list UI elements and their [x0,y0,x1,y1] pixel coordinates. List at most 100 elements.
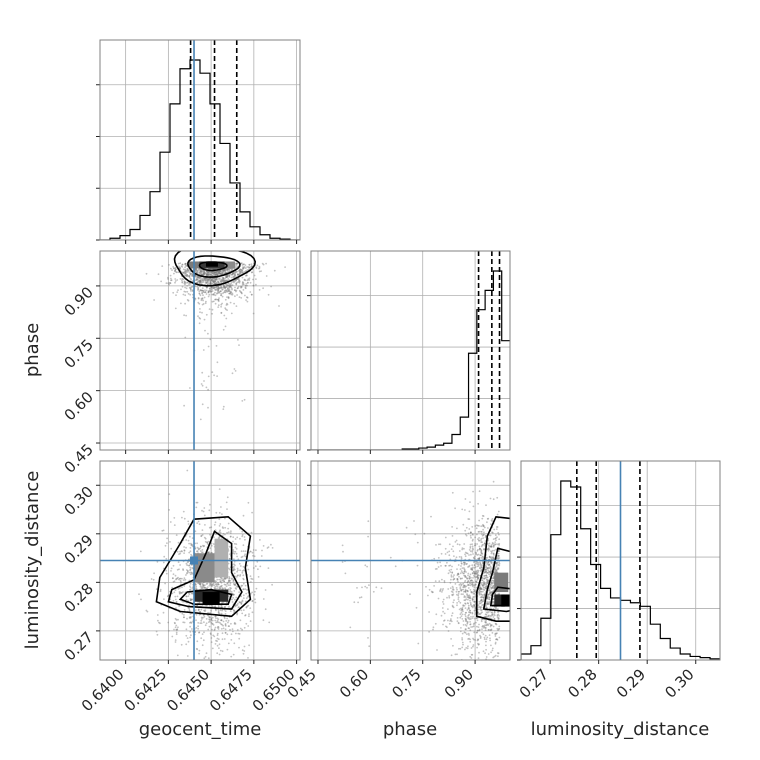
panel-luminosity-distance-vs-phase-point-71 [470,653,473,656]
panel-luminosity-distance-vs-phase-point-853 [490,617,493,620]
panel-phase-vs-geocent-time-ytick-label-0: 0.45 [61,440,97,476]
panel-phase-vs-geocent-time-point-964 [212,272,215,275]
panel-phase-vs-geocent-time-point-348 [216,287,219,290]
panel-luminosity-distance-vs-phase-point-1013 [471,617,474,619]
panel-luminosity-distance-vs-geocent-time-point-248 [189,630,192,633]
panel-phase-vs-geocent-time-point-388 [224,286,227,289]
panel-luminosity-distance-vs-phase-point-589 [495,632,498,635]
panel-phase-vs-geocent-time-point-449 [214,279,217,281]
panel-luminosity-distance-vs-phase-contour-1 [482,547,510,613]
panel-phase-vs-geocent-time-point-1138 [222,328,225,331]
panel-luminosity-distance-vs-geocent-time-point-253 [234,669,236,671]
panel-phase-vs-geocent-time-point-1204 [206,281,209,283]
panel-luminosity-distance-vs-geocent-time-point-312 [201,582,204,585]
panel-luminosity-distance-vs-geocent-time-point-692 [242,514,245,517]
panel-luminosity-distance-vs-phase-point-332 [450,654,453,657]
histogram-geocent-time-content [100,40,300,240]
panel-phase-vs-geocent-time-point-1354 [225,304,228,306]
panel-luminosity-distance-vs-phase-point-190 [468,554,470,556]
panel-phase-vs-geocent-time-point-1110 [219,269,222,272]
panel-luminosity-distance-vs-phase-point-1226 [486,582,489,584]
panel-phase-vs-geocent-time-point-245 [214,282,217,285]
panel-phase-vs-geocent-time-point-979 [235,264,238,267]
panel-luminosity-distance-vs-phase-point-200 [470,591,473,594]
panel-luminosity-distance-vs-geocent-time-point-1312 [251,511,254,514]
panel-phase-vs-geocent-time-point-571 [222,271,224,274]
panel-phase-vs-geocent-time-point-1024 [262,287,264,290]
panel-luminosity-distance-vs-geocent-time-point-888 [201,586,203,589]
panel-luminosity-distance-vs-geocent-time-point-116 [180,643,183,646]
panel-luminosity-distance-vs-geocent-time-point-770 [200,608,203,611]
panel-luminosity-distance-vs-geocent-time-point-1226 [191,592,194,595]
panel-phase-vs-geocent-time-point-940 [240,297,243,299]
panel-luminosity-distance-vs-geocent-time-point-205 [185,562,188,565]
panel-phase-vs-geocent-time-point-461 [198,280,200,282]
panel-phase-vs-geocent-time-point-1405 [199,268,202,270]
panel-luminosity-distance-vs-phase-point-954 [490,560,492,563]
panel-luminosity-distance-vs-phase-point-177 [464,617,467,620]
panel-phase-vs-geocent-time-content [100,251,300,450]
panel-phase-vs-geocent-time-point-574 [183,404,186,407]
panel-phase-vs-geocent-time-point-1213 [218,271,220,273]
panel-luminosity-distance-vs-phase-point-642 [489,629,492,632]
panel-luminosity-distance-vs-geocent-time-point-50 [169,521,172,523]
panel-phase-vs-geocent-time-point-1265 [209,280,212,282]
panel-luminosity-distance-vs-geocent-time-point-1433 [212,582,215,585]
panel-phase-vs-geocent-time-point-974 [245,283,248,285]
panel-luminosity-distance-vs-phase-point-1425 [367,520,370,523]
panel-luminosity-distance-vs-phase-point-72 [490,615,493,617]
panel-phase-vs-geocent-time-point-177 [217,299,220,301]
panel-phase-vs-geocent-time-point-1416 [221,302,224,305]
panel-luminosity-distance-vs-geocent-time-ytick-label-1: 0.28 [61,580,97,616]
panel-phase-vs-geocent-time-point-1027 [237,281,240,283]
panel-luminosity-distance-vs-phase-point-1056 [498,627,501,630]
histogram-phase-content [311,251,510,450]
panel-luminosity-distance-vs-phase-point-1245 [489,569,492,571]
panel-luminosity-distance-vs-phase-point-575 [485,604,487,607]
panel-luminosity-distance-vs-phase-point-115 [464,588,467,591]
panel-luminosity-distance-vs-geocent-time-point-1138 [188,616,191,619]
panel-phase-vs-geocent-time-point-905 [202,279,204,282]
panel-luminosity-distance-vs-phase-point-778 [464,613,466,616]
panel-luminosity-distance-vs-geocent-time-point-153 [175,624,178,627]
panel-luminosity-distance-vs-phase-point-293 [488,596,491,599]
panel-phase-vs-geocent-time-point-14 [181,263,184,266]
panel-phase-vs-geocent-time-point-431 [270,285,272,288]
panel-luminosity-distance-vs-geocent-time-point-539 [208,618,211,621]
panel-phase-vs-geocent-time-point-324 [230,273,233,276]
panel-luminosity-distance-vs-phase-point-1187 [484,536,487,539]
panel-luminosity-distance-vs-geocent-time-xtick-label-0: 0.6400 [78,665,128,715]
panel-phase-vs-geocent-time-point-444 [188,283,190,286]
panel-luminosity-distance-vs-phase-point-167 [459,587,462,590]
panel-luminosity-distance-vs-phase-point-717 [493,554,495,556]
panel-luminosity-distance-vs-phase-point-948 [483,583,486,586]
panel-phase-vs-geocent-time-point-1166 [181,285,184,288]
panel-phase-vs-geocent-time-point-1352 [212,271,215,273]
panel-luminosity-distance-vs-geocent-time-point-590 [179,564,182,566]
panel-luminosity-distance-vs-geocent-time-point-470 [203,586,205,588]
panel-luminosity-distance-vs-geocent-time-point-11 [248,644,251,647]
panel-luminosity-distance-vs-geocent-time-point-535 [174,639,177,641]
panel-phase-vs-geocent-time-point-918 [218,272,221,275]
panel-phase-vs-geocent-time-point-778 [248,266,251,269]
panel-luminosity-distance-vs-phase-point-1373 [484,668,486,670]
panel-luminosity-distance-vs-phase-point-430 [364,564,367,567]
panel-luminosity-distance-vs-phase-point-955 [461,548,464,551]
panel-luminosity-distance-vs-phase-point-925 [405,526,408,529]
panel-luminosity-distance-vs-phase-point-1467 [358,596,361,599]
panel-luminosity-distance-vs-phase-point-1115 [476,646,478,649]
panel-luminosity-distance-vs-geocent-time-point-695 [188,607,191,610]
panel-luminosity-distance-vs-phase-point-573 [483,542,486,545]
panel-phase-vs-geocent-time-point-798 [195,271,198,274]
panel-luminosity-distance-vs-phase-point-1038 [389,556,392,559]
panel-luminosity-distance-vs-phase-point-604 [482,537,484,539]
panel-luminosity-distance-vs-phase-point-960 [475,580,477,583]
panel-phase-vs-geocent-time-point-317 [235,271,237,274]
panel-luminosity-distance-vs-phase-point-1135 [439,561,441,564]
panel-luminosity-distance-vs-phase-point-297 [489,607,491,610]
panel-luminosity-distance-vs-phase-point-434 [477,531,480,533]
panel-luminosity-distance-vs-phase-point-133 [469,638,471,641]
panel-phase-vs-geocent-time-point-1397 [227,297,230,300]
panel-luminosity-distance-vs-geocent-time-point-852 [198,613,201,616]
panel-luminosity-distance-vs-geocent-time-point-1260 [213,605,216,608]
